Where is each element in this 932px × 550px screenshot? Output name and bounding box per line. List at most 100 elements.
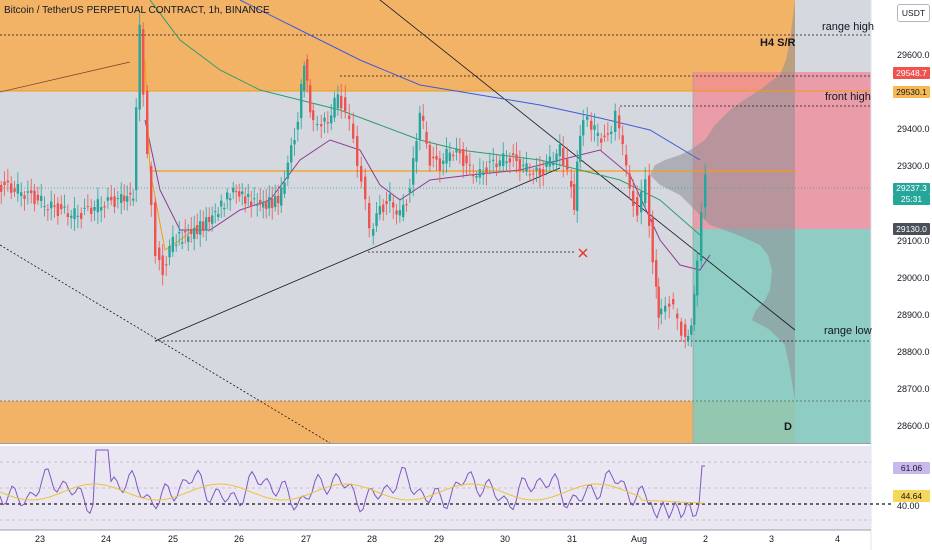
candle-body xyxy=(6,180,10,183)
date-tick: 23 xyxy=(35,534,46,544)
candle-body xyxy=(205,217,208,231)
candle-body xyxy=(395,210,398,215)
candle-body xyxy=(348,115,351,120)
candle-body xyxy=(235,191,238,193)
candle-body xyxy=(181,242,184,244)
candle-body xyxy=(277,195,280,204)
candle-body xyxy=(704,174,707,208)
candle-body xyxy=(465,155,468,164)
candle-body xyxy=(621,135,624,145)
candle-body xyxy=(582,120,585,136)
candle-body xyxy=(10,183,13,193)
candle-body xyxy=(542,169,545,176)
candle-body xyxy=(485,167,488,174)
candle-body xyxy=(552,162,555,166)
candle-body xyxy=(333,97,336,118)
candle-body xyxy=(70,215,73,218)
candle-body xyxy=(171,236,175,252)
candle-body xyxy=(472,173,475,177)
candle-body xyxy=(528,174,532,176)
candle-body xyxy=(388,194,392,201)
candle-body xyxy=(382,204,385,213)
candle-body xyxy=(20,192,23,196)
channel-trendline[interactable] xyxy=(379,0,796,331)
candle-body xyxy=(425,131,428,144)
candle-body xyxy=(696,260,699,296)
candle-body xyxy=(40,195,43,202)
candle-body xyxy=(199,221,202,235)
candle-body xyxy=(428,144,432,166)
candle-body xyxy=(0,185,3,192)
candle-body xyxy=(655,259,658,287)
candle-body xyxy=(30,190,33,194)
candle-body xyxy=(498,160,502,167)
ascending-trendline[interactable] xyxy=(154,167,561,342)
date-tick: 4 xyxy=(835,534,841,544)
candle-body xyxy=(668,303,671,307)
candle-body xyxy=(83,207,86,209)
candle-body xyxy=(129,192,132,195)
volume-profile xyxy=(650,0,795,400)
currency-button[interactable]: USDT xyxy=(897,4,930,22)
candle-body xyxy=(352,123,355,139)
candle-body xyxy=(378,206,382,215)
candle-body xyxy=(614,110,617,133)
candle-body xyxy=(576,161,579,211)
candle-body xyxy=(532,173,535,175)
candle-body xyxy=(603,135,606,138)
candle-body xyxy=(375,213,378,227)
candle-body xyxy=(286,162,290,179)
rsi-line xyxy=(0,449,705,520)
candle-body xyxy=(196,225,199,235)
candle-body xyxy=(505,161,508,164)
candle-body xyxy=(306,59,309,81)
descending-trendline[interactable] xyxy=(0,244,331,444)
price-tick: 29300.0 xyxy=(897,161,930,171)
candle-body xyxy=(452,154,455,157)
candle-body xyxy=(154,202,157,256)
candle-body xyxy=(684,324,687,337)
date-tick: 24 xyxy=(101,534,112,544)
candle-body xyxy=(368,203,371,229)
candle-body xyxy=(618,115,621,129)
invalidation-marker xyxy=(578,248,588,258)
candle-body xyxy=(628,173,631,189)
candle-body xyxy=(435,155,438,160)
candle-body xyxy=(432,156,435,159)
candle-body xyxy=(606,133,610,135)
candle-body xyxy=(238,191,241,197)
candle-body xyxy=(636,197,639,216)
candle-body xyxy=(693,294,696,325)
candle-body xyxy=(632,190,635,206)
candle-body xyxy=(458,149,462,154)
candle-body xyxy=(320,124,323,127)
candle-body xyxy=(412,158,415,185)
candle-body xyxy=(558,144,562,157)
rsi-value-tag: 61.06 xyxy=(893,462,930,474)
candle-body xyxy=(445,149,448,164)
candle-body xyxy=(73,208,76,220)
candle-body xyxy=(402,204,405,218)
price-tick: 28700.0 xyxy=(897,384,930,394)
candle-body xyxy=(256,204,259,206)
date-tick: 28 xyxy=(367,534,378,544)
candle-body xyxy=(100,207,103,211)
candle-body xyxy=(259,199,262,205)
candlestick-series[interactable] xyxy=(0,13,707,349)
candle-body xyxy=(448,152,452,161)
candle-body xyxy=(23,195,26,199)
rsi-level-label: 40.00 xyxy=(897,501,920,511)
candle-body xyxy=(138,24,141,110)
candle-body xyxy=(590,120,593,130)
candle-body xyxy=(492,159,495,161)
candle-body xyxy=(150,165,153,206)
candle-body xyxy=(664,305,667,312)
rsi-ma-line xyxy=(0,483,706,504)
candle-body xyxy=(274,196,277,208)
candle-body xyxy=(220,200,223,207)
candle-body xyxy=(455,148,458,153)
candle-body xyxy=(640,191,643,213)
date-tick: 26 xyxy=(234,534,245,544)
candle-body xyxy=(268,197,271,209)
